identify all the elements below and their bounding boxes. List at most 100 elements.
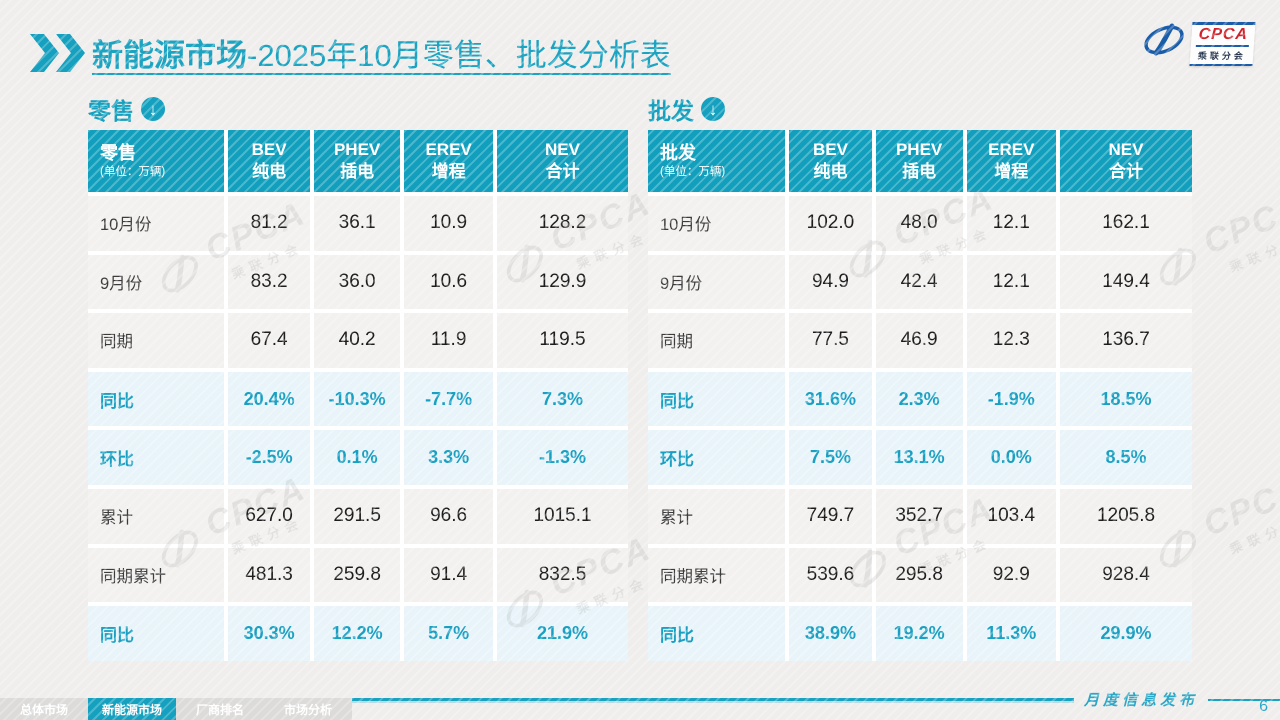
data-cell: 46.9 (875, 313, 963, 368)
watermark-subtext: 乘联分会 (1227, 232, 1280, 276)
data-cell: 92.9 (966, 547, 1056, 603)
data-cell: 83.2 (228, 254, 311, 310)
bottom-tab[interactable]: 厂商排名 (176, 698, 264, 720)
data-cell: 18.5% (1060, 371, 1192, 427)
data-cell: 539.6 (789, 547, 872, 603)
row-label-cell: 同期累计 (88, 547, 225, 603)
data-cell: 291.5 (314, 488, 401, 544)
page-title: 新能源市场-2025年10月零售、批发分析表 (92, 30, 671, 75)
data-cell: 928.4 (1060, 547, 1192, 603)
cpca-swoosh-icon (1142, 22, 1186, 65)
data-cell: 102.0 (789, 196, 872, 251)
data-cell: 94.9 (789, 254, 872, 310)
data-cell: 77.5 (789, 313, 872, 368)
row-label-cell: 10月份 (648, 196, 786, 251)
data-cell: -7.7% (404, 371, 493, 427)
data-cell: 67.4 (228, 313, 311, 368)
retail-section-label: 零售 (88, 98, 134, 124)
page-title-bold: 新能源市场 (92, 38, 247, 73)
row-label-cell: 同期累计 (648, 547, 786, 603)
data-cell: 48.0 (875, 196, 963, 251)
row-label-cell: 9月份 (88, 254, 225, 310)
row-label-cell: 10月份 (88, 196, 225, 251)
data-cell: 12.1 (966, 254, 1056, 310)
column-header-cell: PHEV 插电 (314, 130, 401, 192)
data-cell: 129.9 (497, 254, 628, 310)
data-cell: 11.9 (404, 313, 493, 368)
data-cell: 832.5 (497, 547, 628, 603)
table-header-label-cell: 批发 (单位：万辆) (648, 130, 786, 192)
bottom-tabs: 总体市场 新能源市场 厂商排名 市场分析 (0, 698, 352, 720)
data-cell: 91.4 (404, 547, 493, 603)
retail-section-header: 零售 ↓ (88, 94, 628, 124)
row-label-cell: 同比 (648, 606, 786, 661)
data-cell: 8.5% (1060, 430, 1192, 485)
data-cell: 19.2% (875, 606, 963, 661)
data-cell: 96.6 (404, 488, 493, 544)
watermark-text: CPCA (1198, 469, 1280, 544)
row-label-cell: 同期 (88, 313, 225, 368)
cpca-logo-text: CPCA (1195, 26, 1251, 47)
bottom-tab[interactable]: 市场分析 (264, 698, 352, 720)
data-cell: 11.3% (966, 606, 1056, 661)
data-cell: 0.1% (314, 430, 401, 485)
column-header-cell: NEV 合计 (497, 130, 628, 192)
column-header-cell: NEV 合计 (1060, 130, 1192, 192)
data-cell: 2.3% (875, 371, 963, 427)
table-header-label-cell: 零售 (单位：万辆) (88, 130, 225, 192)
data-cell: 42.4 (875, 254, 963, 310)
data-cell: 10.6 (404, 254, 493, 310)
bottom-tab[interactable]: 总体市场 (0, 698, 88, 720)
data-cell: 103.4 (966, 488, 1056, 544)
wholesale-table-block: 批发 ↓ 批发 (单位：万辆) BEV 纯电 PHEV 插电 EREV 增程 NEV 合计 10月份… (648, 94, 1192, 661)
page-title-rest: -2025年10月零售、批发分析表 (247, 38, 671, 73)
wholesale-table: 批发 (单位：万辆) BEV 纯电 PHEV 插电 EREV 增程 NEV 合计 10月份 102.0… (648, 130, 1192, 661)
data-cell: 30.3% (228, 606, 311, 661)
data-cell: 12.3 (966, 313, 1056, 368)
data-cell: 12.2% (314, 606, 401, 661)
data-cell: 149.4 (1060, 254, 1192, 310)
data-cell: 10.9 (404, 196, 493, 251)
data-cell: 31.6% (789, 371, 872, 427)
data-cell: 0.0% (966, 430, 1056, 485)
data-cell: 3.3% (404, 430, 493, 485)
double-chevron-icon (30, 34, 88, 77)
footer-rule: 月度信息发布 (0, 689, 1280, 710)
data-cell: 29.9% (1060, 606, 1192, 661)
footer-line-right (1208, 698, 1280, 701)
data-cell: 259.8 (314, 547, 401, 603)
column-header-cell: PHEV 插电 (875, 130, 963, 192)
cpca-logo-subtext: 乘联分会 (1197, 50, 1246, 61)
data-cell: 1015.1 (497, 488, 628, 544)
column-header-cell: EREV 增程 (966, 130, 1056, 192)
retail-table-block: 零售 ↓ 零售 (单位：万辆) BEV 纯电 PHEV 插电 EREV 增程 NEV 合计 10月份… (88, 94, 628, 661)
column-header-cell: EREV 增程 (404, 130, 493, 192)
row-label-cell: 同比 (648, 371, 786, 427)
data-cell: -1.9% (966, 371, 1056, 427)
data-cell: 21.9% (497, 606, 628, 661)
row-label-cell: 累计 (88, 488, 225, 544)
watermark-text: CPCA (1198, 187, 1280, 262)
tables-area: 零售 ↓ 零售 (单位：万辆) BEV 纯电 PHEV 插电 EREV 增程 NEV 合计 10月份… (88, 94, 1192, 661)
data-cell: 749.7 (789, 488, 872, 544)
data-cell: 38.9% (789, 606, 872, 661)
down-arrow-icon: ↓ (141, 97, 165, 121)
data-cell: 481.3 (228, 547, 311, 603)
data-cell: 162.1 (1060, 196, 1192, 251)
data-cell: 128.2 (497, 196, 628, 251)
row-label-cell: 同比 (88, 606, 225, 661)
data-cell: -2.5% (228, 430, 311, 485)
cpca-logo: CPCA 乘联分会 (1142, 22, 1256, 66)
wholesale-section-header: 批发 ↓ (648, 94, 1192, 124)
data-cell: 7.3% (497, 371, 628, 427)
column-header-cell: BEV 纯电 (228, 130, 311, 192)
page-number: 6 (1259, 698, 1268, 715)
data-cell: 119.5 (497, 313, 628, 368)
bottom-tab[interactable]: 新能源市场 (88, 698, 176, 720)
data-cell: 295.8 (875, 547, 963, 603)
data-cell: -10.3% (314, 371, 401, 427)
cpca-logo-box: CPCA 乘联分会 (1189, 22, 1256, 66)
down-arrow-icon: ↓ (701, 97, 725, 121)
data-cell: 1205.8 (1060, 488, 1192, 544)
data-cell: 13.1% (875, 430, 963, 485)
